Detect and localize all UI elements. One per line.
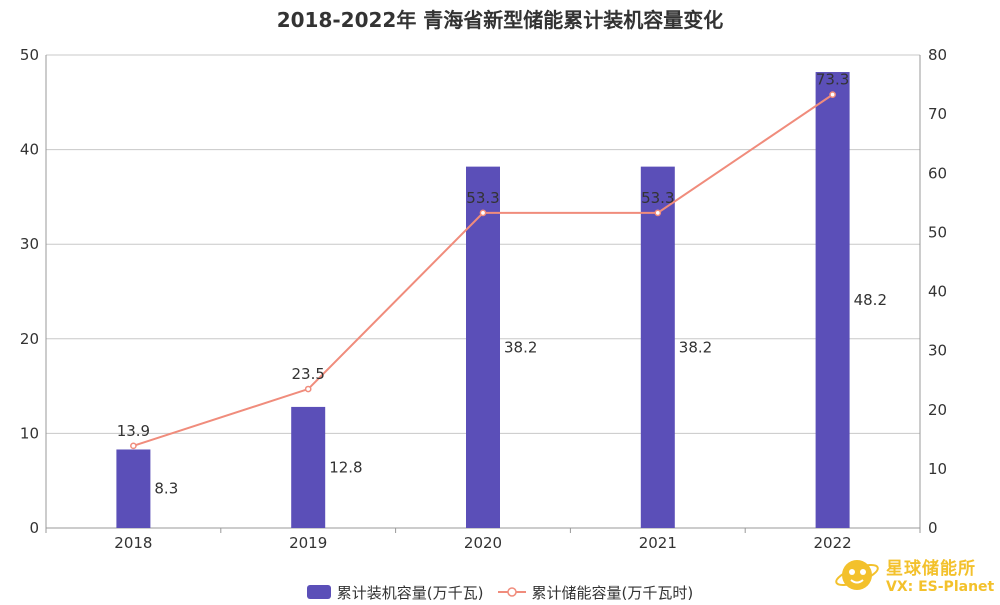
line-point	[654, 209, 662, 217]
y-right-tick-label: 40	[928, 283, 947, 301]
line-data-label: 23.5	[291, 365, 324, 383]
line-data-label: 73.3	[816, 71, 849, 89]
y-right-tick-label: 80	[928, 46, 947, 64]
planet-logo-icon	[835, 560, 879, 590]
x-tick-label: 2019	[289, 534, 327, 552]
x-tick-label: 2018	[114, 534, 152, 552]
line-data-label: 13.9	[117, 422, 150, 440]
y-left-tick-label: 30	[20, 235, 39, 253]
bar	[815, 72, 850, 528]
chart-title: 2018-2022年 青海省新型储能累计装机容量变化	[276, 8, 724, 32]
legend-item-storage[interactable]: 累计储能容量(万千瓦时)	[497, 582, 694, 603]
bar	[466, 166, 500, 529]
line-point	[130, 442, 137, 450]
legend-label-installed: 累计装机容量(万千瓦)	[336, 583, 484, 602]
y-right-tick-label: 60	[928, 164, 947, 182]
bar-data-label: 48.2	[854, 291, 887, 309]
legend[interactable]: 累计装机容量(万千瓦) 累计储能容量(万千瓦时)	[0, 581, 1000, 603]
y-left-tick-label: 0	[29, 519, 39, 537]
watermark-sub: VX: ES-Planet	[886, 579, 995, 595]
bar-data-label: 8.3	[154, 480, 178, 498]
line-data-label: 53.3	[641, 189, 674, 207]
chart-canvas: 0 10 20 30 40 50 0 10 20 30 40 50 60 70 80 2018 2019 2020…	[20, 46, 947, 552]
x-tick-label: 2020	[464, 534, 502, 552]
bar	[640, 166, 675, 529]
bar-data-label: 38.2	[504, 338, 537, 356]
y-left-tick-label: 40	[20, 141, 39, 159]
y-right-tick-label: 20	[928, 401, 947, 419]
x-tick-label: 2021	[639, 534, 677, 552]
y-left-tick-label: 10	[20, 424, 39, 442]
bar-data-label: 38.2	[679, 338, 712, 356]
y-right-tick-label: 50	[928, 223, 947, 241]
line-data-label: 53.3	[466, 189, 499, 207]
bar-data-label: 12.8	[329, 458, 362, 476]
y-right-tick-label: 0	[928, 519, 938, 537]
y-right-tick-label: 30	[928, 342, 947, 360]
legend-label-storage: 累计储能容量(万千瓦时)	[531, 583, 694, 602]
watermark: 星球储能所 VX: ES-Planet	[832, 548, 1000, 604]
y-left-tick-label: 50	[20, 46, 39, 64]
watermark-name: 星球储能所	[886, 559, 976, 579]
legend-item-installed[interactable]: 累计装机容量(万千瓦)	[306, 582, 484, 603]
line-point	[304, 385, 312, 393]
bar	[291, 406, 326, 528]
y-right-tick-label: 10	[928, 460, 947, 478]
x-tick-label: 2022	[814, 534, 852, 552]
line-point	[479, 209, 487, 217]
bar	[116, 449, 151, 528]
legend-bar-swatch	[306, 585, 331, 599]
legend-line-swatch	[497, 587, 526, 597]
line-point	[829, 91, 836, 98]
y-left-tick-label: 20	[20, 330, 39, 348]
y-right-tick-label: 70	[928, 105, 947, 123]
